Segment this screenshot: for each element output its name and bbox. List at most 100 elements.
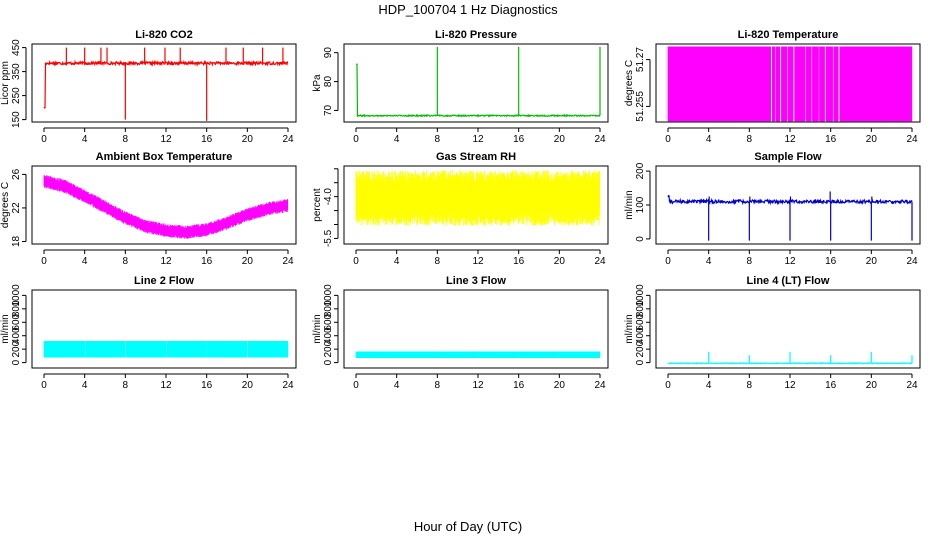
x-tick-label: 8 (435, 256, 441, 267)
plot-frame (655, 165, 921, 245)
x-tick-label: 8 (747, 256, 753, 267)
x-tick-label: 24 (594, 134, 606, 145)
y-axis: 51.255 51.27 (635, 47, 651, 122)
x-tick-label: 24 (906, 256, 918, 267)
x-tick-label: 0 (665, 134, 671, 145)
y-tick-label: 80 (323, 76, 334, 88)
x-axis: 0 4 8 12 16 20 24 (665, 249, 918, 267)
x-tick-label: 8 (123, 256, 129, 267)
series-sample-flow (667, 191, 913, 241)
y-tick-label: 150 (11, 111, 22, 128)
series-co2 (43, 47, 289, 121)
x-tick-label: 24 (282, 256, 294, 267)
y-axis-label: percent (312, 188, 323, 222)
plot-frame (343, 43, 609, 123)
x-axis: 0 4 8 12 16 20 24 (41, 127, 294, 145)
x-axis: 0 4 8 12 16 20 24 (665, 127, 918, 145)
y-tick-label: 90 (323, 47, 334, 59)
x-tick-label: 12 (472, 134, 484, 145)
x-axis: 0 4 8 12 16 20 24 (353, 127, 606, 145)
y-tick-label: 22 (11, 202, 22, 214)
x-tick-label: 12 (784, 256, 796, 267)
x-tick-label: 16 (201, 256, 213, 267)
series-pressure (355, 46, 601, 118)
y-tick-label: 450 (11, 39, 22, 56)
plot-frame (655, 43, 921, 123)
series-line (43, 59, 289, 109)
y-axis-label: degrees C (624, 60, 635, 106)
y-tick-label: 51.255 (635, 91, 646, 122)
y-tick-label: 200 (635, 162, 646, 179)
x-tick-label: 16 (513, 256, 525, 267)
series-line (355, 63, 600, 118)
x-tick-label: 12 (784, 134, 796, 145)
plot-frame (31, 43, 297, 123)
y-axis-label: ml/min (624, 190, 635, 219)
y-axis-label: degrees C (0, 182, 11, 228)
series-licor-temp (667, 46, 913, 122)
y-tick-label: 100 (635, 196, 646, 213)
y-axis: 18 22 26 (11, 168, 27, 247)
x-tick-label: 0 (353, 134, 359, 145)
x-tick-label: 16 (825, 134, 837, 145)
y-tick-label: 0 (635, 236, 646, 242)
panel-title: Li-820 Pressure (435, 29, 517, 41)
y-tick-label: 18 (11, 235, 22, 247)
x-tick-label: 4 (394, 256, 400, 267)
x-tick-label: 4 (706, 134, 712, 145)
figure-title: HDP_100704 1 Hz Diagnostics (378, 2, 558, 17)
x-tick-label: 12 (160, 256, 172, 267)
y-tick-label: -4.0 (323, 188, 334, 206)
y-axis: 150 250 350 450 (11, 39, 27, 128)
y-axis: 70 80 90 (323, 47, 339, 116)
x-tick-label: 20 (242, 134, 254, 145)
x-tick-label: 20 (866, 134, 878, 145)
x-axis: 0 4 8 12 16 20 24 (41, 249, 294, 267)
x-tick-label: 8 (435, 134, 441, 145)
y-axis-label: kPa (312, 74, 323, 92)
x-tick-label: 0 (665, 256, 671, 267)
panel-licor-temp: Li-820 Temperature 0 4 8 12 16 20 24 51.255 51.27… (624, 29, 921, 145)
x-tick-label: 24 (594, 256, 606, 267)
plot-frame (343, 165, 609, 245)
series-box-temp (43, 175, 289, 239)
y-tick-label: 350 (11, 63, 22, 80)
x-tick-label: 0 (41, 134, 47, 145)
x-tick-label: 16 (825, 256, 837, 267)
panel-title: Gas Stream RH (436, 151, 516, 163)
x-tick-label: 8 (747, 134, 753, 145)
x-tick-label: 0 (41, 256, 47, 267)
x-tick-label: 24 (282, 134, 294, 145)
panel-title: Li-820 CO2 (135, 29, 192, 41)
x-tick-label: 20 (242, 256, 254, 267)
y-tick-label: 51.27 (635, 47, 646, 72)
y-axis-label: Licor ppm (0, 61, 11, 105)
panel-title: Sample Flow (754, 151, 822, 163)
y-axis: -5.5 -4.0 (323, 168, 339, 247)
x-tick-label: 24 (906, 134, 918, 145)
series-rh (355, 170, 601, 226)
x-tick-label: 16 (513, 134, 525, 145)
y-axis: 0 100 200 (635, 162, 651, 242)
x-axis: 0 4 8 12 16 20 24 (353, 249, 606, 267)
panel-title: Ambient Box Temperature (96, 151, 233, 163)
y-tick-label: 250 (11, 87, 22, 104)
x-tick-label: 16 (201, 134, 213, 145)
x-tick-label: 4 (82, 256, 88, 267)
panel-pressure: Li-820 Pressure 0 4 8 12 16 20 24 70 80 90 kPa (312, 29, 609, 145)
x-tick-label: 4 (394, 134, 400, 145)
y-tick-label: -5.5 (323, 229, 334, 247)
panel-title: Line 2 Flow (134, 275, 194, 287)
series-line2-flow (43, 341, 289, 358)
panel-title: Li-820 Temperature (738, 29, 839, 41)
x-tick-label: 8 (123, 134, 129, 145)
y-tick-label: 26 (11, 168, 22, 180)
panel-box-temp: Ambient Box Temperature 0 4 8 12 16 20 24 18 22 26… (0, 151, 297, 267)
x-tick-label: 12 (472, 256, 484, 267)
x-tick-label: 4 (82, 134, 88, 145)
